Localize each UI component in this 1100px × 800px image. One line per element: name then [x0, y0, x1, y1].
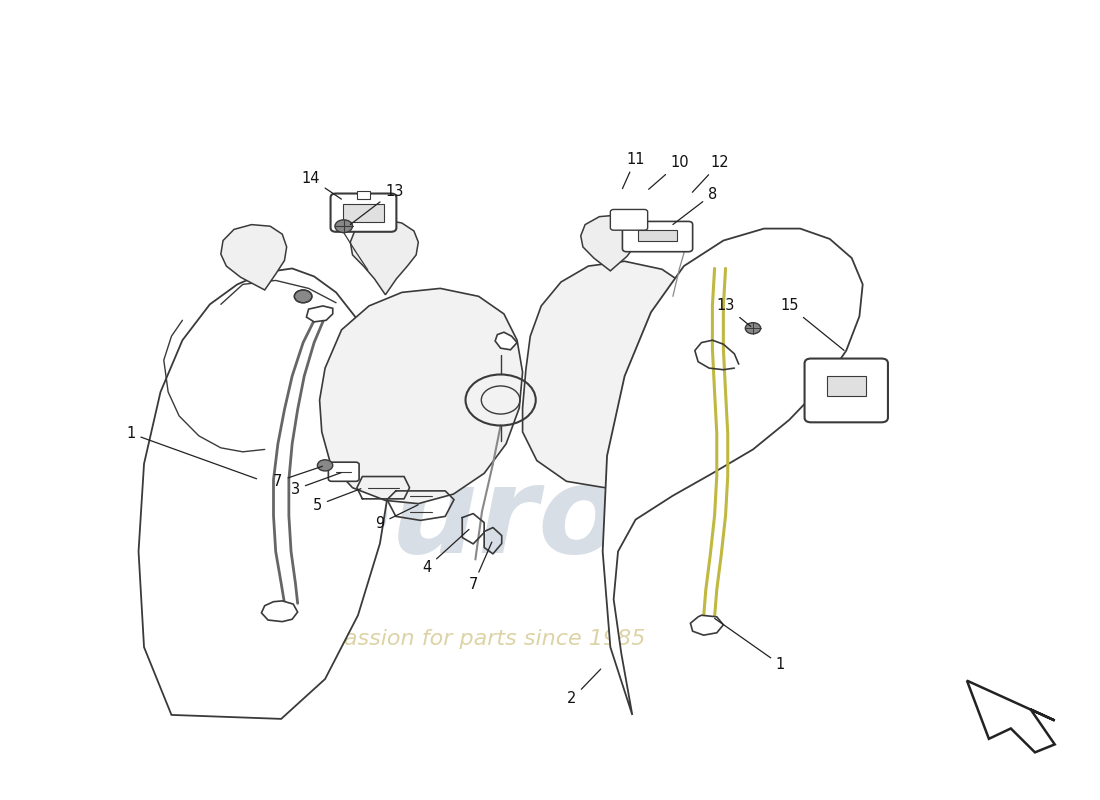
FancyBboxPatch shape	[329, 462, 359, 482]
Polygon shape	[320, 288, 522, 504]
Polygon shape	[350, 220, 418, 294]
FancyBboxPatch shape	[623, 222, 693, 252]
Text: 11: 11	[623, 152, 645, 189]
Polygon shape	[495, 332, 517, 350]
Text: 8: 8	[673, 187, 717, 225]
FancyBboxPatch shape	[342, 204, 384, 222]
Circle shape	[746, 322, 761, 334]
Text: 13: 13	[350, 184, 404, 225]
Text: 10: 10	[649, 155, 689, 190]
FancyBboxPatch shape	[804, 358, 888, 422]
FancyBboxPatch shape	[638, 230, 678, 242]
Text: 12: 12	[692, 155, 729, 192]
Text: 1: 1	[715, 618, 785, 672]
Text: 13: 13	[716, 298, 751, 326]
FancyBboxPatch shape	[610, 210, 648, 230]
FancyBboxPatch shape	[356, 191, 370, 199]
Text: euro: euro	[309, 461, 623, 578]
Text: 1: 1	[126, 426, 256, 478]
Text: 4: 4	[422, 530, 469, 575]
FancyBboxPatch shape	[331, 194, 396, 232]
Text: 2: 2	[568, 669, 601, 706]
Polygon shape	[967, 681, 1055, 752]
Circle shape	[334, 220, 352, 233]
Polygon shape	[691, 615, 724, 635]
Polygon shape	[221, 225, 287, 290]
Text: 15: 15	[780, 298, 844, 350]
Polygon shape	[581, 215, 640, 271]
Text: 9: 9	[375, 505, 418, 531]
Polygon shape	[603, 229, 862, 715]
Text: 7: 7	[273, 466, 322, 489]
Text: 14: 14	[301, 171, 341, 199]
Circle shape	[318, 460, 332, 471]
Polygon shape	[522, 262, 715, 488]
Text: 5: 5	[312, 489, 361, 513]
Polygon shape	[307, 306, 332, 322]
Text: 7: 7	[469, 542, 492, 593]
Text: 3: 3	[290, 473, 341, 497]
Text: a passion for parts since 1985: a passion for parts since 1985	[309, 629, 645, 649]
FancyBboxPatch shape	[826, 376, 866, 396]
Polygon shape	[262, 601, 298, 622]
Circle shape	[295, 290, 312, 302]
Polygon shape	[139, 269, 390, 719]
